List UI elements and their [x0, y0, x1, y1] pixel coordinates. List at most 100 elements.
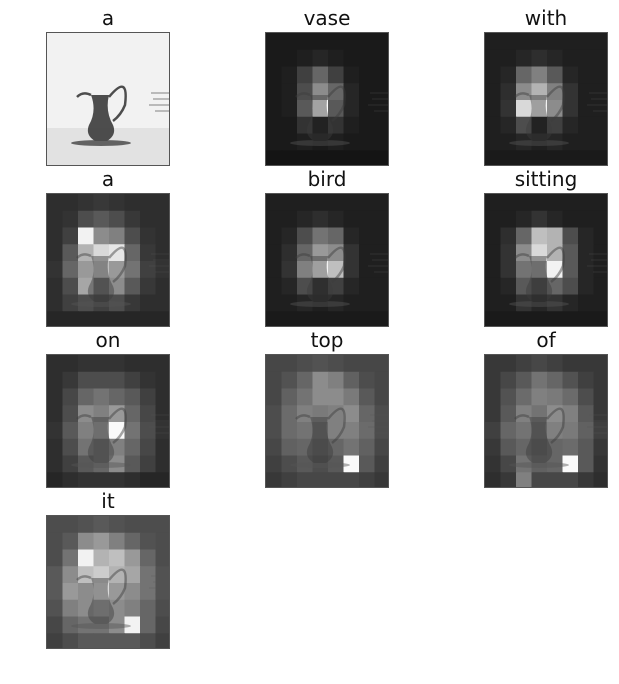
- attention-cell: [500, 472, 517, 487]
- attention-cell: [485, 133, 502, 151]
- attention-cell: [312, 472, 329, 487]
- attention-cell: [500, 438, 517, 457]
- attention-cell: [78, 277, 95, 296]
- attention-cell: [374, 133, 388, 151]
- attention-cell: [124, 616, 141, 634]
- attention-cell: [93, 194, 110, 212]
- attention-cell: [297, 371, 314, 390]
- attention-cell: [281, 438, 298, 457]
- vase-silhouette: [71, 568, 131, 629]
- attention-cell: [266, 472, 283, 487]
- attention-cell: [155, 616, 169, 634]
- attention-cell: [47, 472, 64, 487]
- attention-cell: [109, 227, 126, 245]
- attention-cell: [328, 244, 345, 262]
- attention-cell: [312, 422, 329, 440]
- attention-cell: [47, 405, 64, 423]
- attention-cell: [343, 277, 360, 296]
- attention-cell: [109, 210, 126, 229]
- attention-cell: [109, 422, 126, 440]
- attention-cell: [47, 277, 64, 296]
- original-photo: [47, 33, 169, 165]
- attention-cell: [578, 438, 595, 457]
- attention-cell: [281, 100, 298, 118]
- attention-heatmap: [485, 355, 607, 487]
- attention-cell: [547, 355, 564, 373]
- panel-word-label: of: [536, 328, 556, 352]
- attention-cell: [578, 311, 595, 326]
- panel-word-label: sitting: [514, 167, 578, 191]
- attention-cell: [485, 405, 502, 423]
- attention-cell: [578, 83, 595, 101]
- attention-cell: [155, 566, 169, 584]
- attention-heatmap: [47, 516, 169, 648]
- attention-cell: [140, 355, 157, 373]
- panel-image: [265, 354, 389, 488]
- attention-cell: [593, 49, 607, 68]
- attention-cell: [140, 616, 157, 634]
- attention-cell: [281, 83, 298, 101]
- attention-cell: [312, 388, 329, 406]
- vase-spout: [295, 253, 311, 259]
- attention-cell: [500, 294, 517, 312]
- attention-cell: [140, 311, 157, 326]
- attention-cell: [343, 311, 360, 326]
- attention-cell: [374, 294, 388, 312]
- attention-cell: [547, 261, 564, 279]
- attention-cell: [516, 294, 533, 312]
- attention-cell: [93, 566, 110, 584]
- attention-cell: [359, 422, 376, 440]
- attention-cell: [328, 66, 345, 84]
- attention-cell: [562, 405, 579, 423]
- attention-cell: [47, 261, 64, 279]
- attention-cell: [155, 516, 169, 534]
- attention-cell: [328, 116, 345, 135]
- attention-cell: [562, 311, 579, 326]
- attention-cell: [140, 371, 157, 390]
- attention-cell: [47, 388, 64, 406]
- attention-cell: [578, 371, 595, 390]
- attention-cell: [109, 616, 126, 634]
- attention-cell: [124, 422, 141, 440]
- attention-cell: [93, 371, 110, 390]
- attention-cell: [47, 311, 64, 326]
- attention-cell: [547, 116, 564, 135]
- attention-cell: [312, 133, 329, 151]
- attention-cell: [281, 371, 298, 390]
- attention-cell: [547, 66, 564, 84]
- attention-cell: [47, 516, 64, 534]
- vase-silhouette: [71, 85, 131, 146]
- background-marks: [587, 253, 607, 273]
- attention-cell: [374, 100, 388, 118]
- attention-cell: [312, 261, 329, 279]
- attention-cell: [359, 210, 376, 229]
- attention-cell: [562, 371, 579, 390]
- attention-cell: [359, 438, 376, 457]
- attention-cell: [328, 405, 345, 423]
- attention-cell: [562, 277, 579, 296]
- attention-cell: [374, 116, 388, 135]
- attention-cell: [531, 33, 548, 51]
- attention-cell: [281, 388, 298, 406]
- attention-cell: [312, 294, 329, 312]
- attention-cell: [593, 355, 607, 373]
- attention-cell: [485, 422, 502, 440]
- vase-shadow: [71, 462, 131, 468]
- vase-body: [87, 578, 115, 624]
- attention-cell: [281, 261, 298, 279]
- attention-cell: [359, 388, 376, 406]
- attention-cell: [312, 33, 329, 51]
- attention-cell: [62, 633, 79, 648]
- attention-cell: [140, 549, 157, 567]
- background-marks: [149, 414, 169, 434]
- attention-cell: [516, 261, 533, 279]
- vase-spout: [76, 253, 92, 259]
- attention-cell: [109, 438, 126, 457]
- attention-cell: [78, 371, 95, 390]
- attention-cell: [124, 549, 141, 567]
- attention-cell: [297, 227, 314, 245]
- attention-cell: [47, 438, 64, 457]
- vase-body: [306, 95, 334, 141]
- panel-word-label: with: [524, 6, 568, 30]
- attention-cell: [140, 210, 157, 229]
